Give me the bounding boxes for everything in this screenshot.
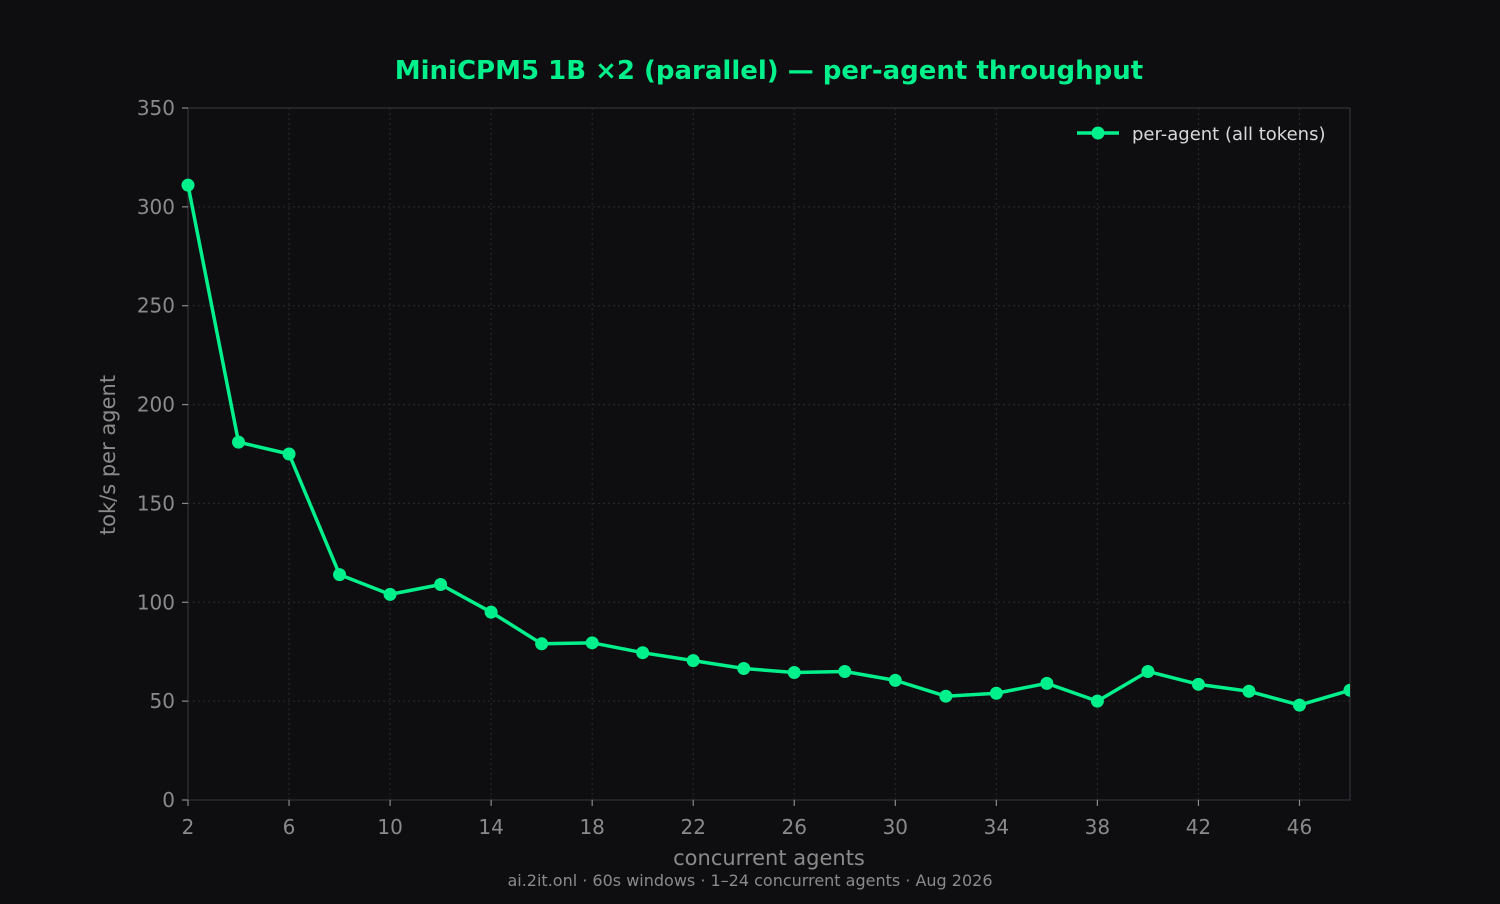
x-tick-label: 34: [984, 815, 1009, 839]
x-tick-label: 22: [680, 815, 705, 839]
data-point: [939, 689, 953, 703]
data-point: [1090, 694, 1104, 708]
x-tick-label: 10: [377, 815, 402, 839]
data-point: [636, 646, 650, 660]
y-axis-label: tok/s per agent: [96, 375, 120, 535]
y-tick-label: 250: [137, 294, 175, 318]
x-tick-label: 2: [182, 815, 195, 839]
data-point: [888, 673, 902, 687]
data-point: [1141, 664, 1155, 678]
y-tick-label: 0: [162, 788, 175, 812]
y-tick-label: 300: [137, 195, 175, 219]
x-tick-label: 42: [1186, 815, 1211, 839]
data-point: [232, 435, 246, 449]
series-layer: [181, 178, 1350, 712]
y-tick-label: 350: [137, 96, 175, 120]
y-tick-label: 100: [137, 590, 175, 614]
data-point: [333, 568, 347, 582]
data-point: [434, 577, 448, 591]
legend-entry: per-agent (all tokens): [1132, 124, 1325, 145]
data-point: [1040, 676, 1054, 690]
y-tick-label: 50: [150, 689, 175, 713]
axes: 2 6 10 14 18 22 26 30 34 38 42 46050100150200250300…: [137, 96, 1312, 839]
x-tick-label: 18: [579, 815, 604, 839]
chart-title: MiniCPM5 1B ×2 (parallel) — per-agent th…: [395, 56, 1143, 86]
data-point: [484, 605, 498, 619]
legend: per-agent (all tokens): [1077, 124, 1325, 145]
data-point: [181, 178, 195, 192]
x-tick-label: 6: [283, 815, 296, 839]
plot-area: [188, 108, 1350, 800]
data-point: [282, 447, 296, 461]
data-point: [1292, 698, 1306, 712]
data-point: [787, 665, 801, 679]
x-tick-label: 46: [1287, 815, 1312, 839]
data-point: [535, 637, 549, 651]
footer-note: ai.2it.onl · 60s windows · 1–24 concurre…: [507, 871, 992, 890]
legend-marker: [1091, 126, 1105, 140]
data-point: [383, 587, 397, 601]
series-0: [181, 178, 1350, 712]
data-point: [585, 636, 599, 650]
x-tick-label: 26: [782, 815, 807, 839]
x-axis-label: concurrent agents: [673, 846, 865, 870]
x-tick-label: 38: [1085, 815, 1110, 839]
data-point: [838, 664, 852, 678]
data-point: [686, 654, 700, 668]
y-tick-label: 200: [137, 393, 175, 417]
data-point: [1242, 684, 1256, 698]
series-line: [186, 183, 1350, 707]
data-point: [1191, 677, 1205, 691]
data-point: [737, 662, 751, 676]
data-point: [1343, 683, 1350, 697]
x-tick-label: 14: [478, 815, 503, 839]
plot-frame: [187, 107, 1351, 801]
data-point: [989, 686, 1003, 700]
x-tick-label: 30: [883, 815, 908, 839]
y-tick-label: 150: [137, 491, 175, 515]
